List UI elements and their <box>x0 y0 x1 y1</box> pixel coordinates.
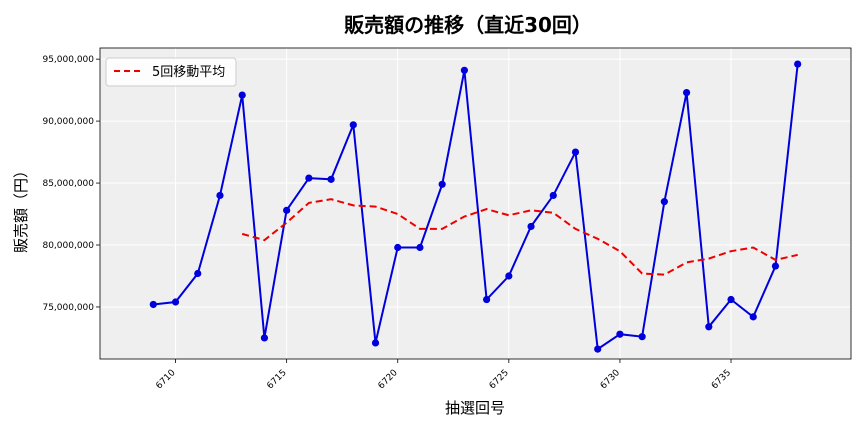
x-tick-label: 6725 <box>488 368 511 391</box>
sales-data-point <box>571 148 580 156</box>
sales-data-point <box>505 272 513 280</box>
series-layer <box>149 60 802 353</box>
sales-data-point <box>771 262 780 270</box>
y-tick-label: 85,000,000 <box>42 179 94 189</box>
x-tick-label: 6720 <box>377 368 400 391</box>
sales-data-point <box>371 339 380 347</box>
x-tick-label: 6710 <box>154 368 177 391</box>
legend-box <box>105 57 237 87</box>
x-axis-label: 抽選回号 <box>445 399 505 417</box>
y-tick-label: 95,000,000 <box>42 55 94 65</box>
sales-data-point <box>616 330 624 338</box>
sales-data-point <box>460 66 468 74</box>
sales-data-point <box>238 91 246 99</box>
sales-data-point <box>794 60 802 68</box>
legend-label-moving-average: 5回移動平均 <box>152 65 225 80</box>
sales-data-point <box>705 323 713 331</box>
sales-data-point <box>638 333 646 341</box>
sales-data-point <box>194 269 202 278</box>
sales-data-point <box>149 300 157 309</box>
sales-data-point <box>549 191 557 200</box>
sales-data-point <box>749 313 757 321</box>
plot-frame <box>99 47 852 360</box>
sales-data-point <box>682 89 691 97</box>
y-tick-label: 80,000,000 <box>42 241 94 251</box>
sales-data-point <box>260 334 269 342</box>
sales-data-point <box>349 121 357 129</box>
sales-data-point <box>283 206 291 214</box>
sales-data-point <box>394 243 402 252</box>
sales-data-point <box>305 174 313 182</box>
plot-area <box>100 48 851 359</box>
chart-title: 販売額の推移（直近30回） <box>344 13 592 37</box>
x-tick-label: 6715 <box>265 368 288 391</box>
x-tick-label: 6735 <box>710 368 733 391</box>
sales-data-point <box>483 295 491 304</box>
sales-data-point <box>327 175 335 183</box>
sales-data-point <box>660 198 668 206</box>
sales-data-point <box>594 345 602 353</box>
sales-data-point <box>727 295 735 304</box>
sales-series-line <box>153 63 799 351</box>
y-tick-label: 75,000,000 <box>42 303 94 313</box>
sales-data-point <box>171 298 180 306</box>
x-tick-label: 6730 <box>599 368 622 391</box>
sales-data-point <box>416 243 424 252</box>
sales-data-point <box>216 191 224 200</box>
legend: 5回移動平均 <box>105 57 237 87</box>
y-axis-label: 販売額（円） <box>12 163 30 253</box>
sales-data-point <box>527 222 535 231</box>
y-tick-label: 90,000,000 <box>42 117 94 127</box>
sales-data-point <box>438 180 446 188</box>
